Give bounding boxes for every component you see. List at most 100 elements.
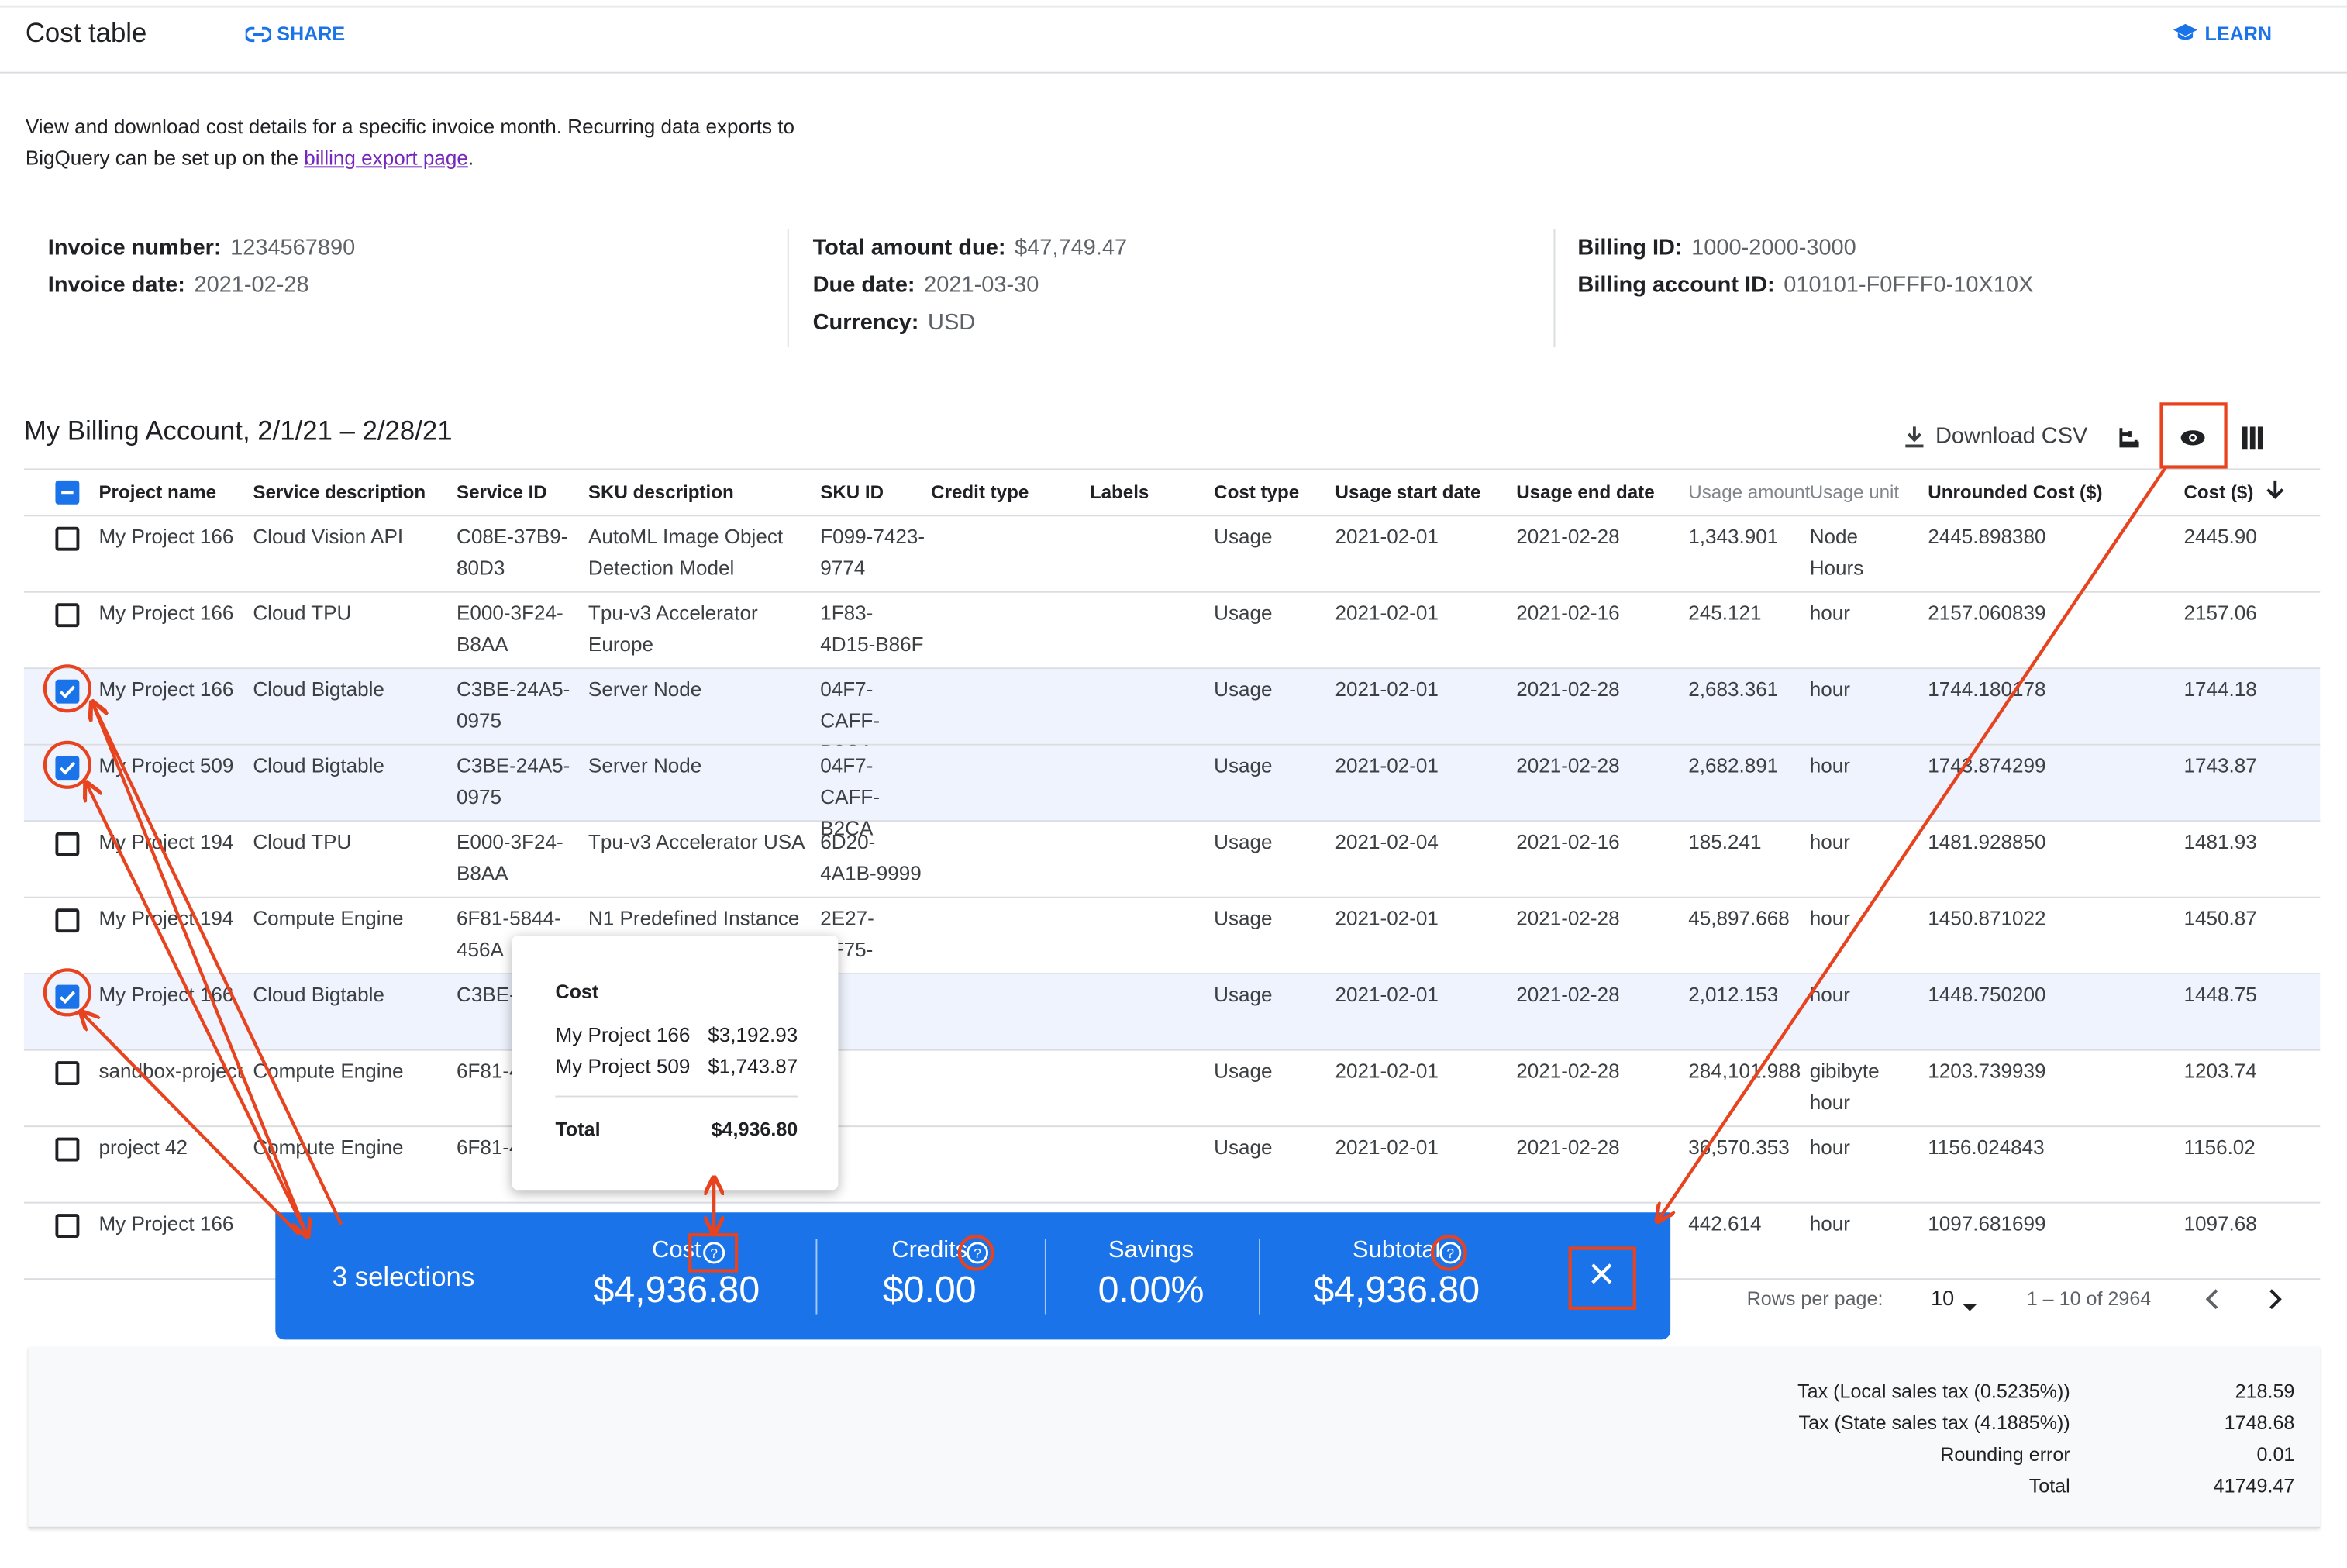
table-cell: Cloud TPU (253, 601, 352, 625)
checkbox[interactable] (55, 480, 80, 505)
learn-button[interactable]: LEARN (2204, 22, 2273, 45)
table-cell: 1744.18 (2183, 677, 2257, 701)
table-cell: hour (1809, 1212, 1850, 1235)
table-row[interactable] (23, 1127, 2321, 1204)
page-title: Cost table (25, 18, 147, 48)
table-row[interactable] (23, 898, 2321, 975)
share-button[interactable]: SHARE (277, 22, 346, 45)
column-header[interactable]: Cost type (1214, 481, 1300, 503)
table-cell: 1097.681699 (1928, 1212, 2046, 1235)
table-row[interactable] (23, 745, 2321, 822)
checkbox[interactable] (55, 756, 80, 781)
highlight (688, 1233, 739, 1273)
invoice-value: USD (928, 309, 976, 336)
table-row[interactable] (23, 593, 2321, 670)
table-cell: hour (1809, 1136, 1850, 1159)
table-row[interactable] (23, 1051, 2321, 1128)
arrow (1659, 466, 2168, 1220)
highlight (1430, 1234, 1467, 1271)
checkbox[interactable] (55, 603, 80, 628)
table-cell: F099-7423-9774 (820, 525, 925, 580)
checkbox[interactable] (55, 1214, 80, 1239)
table-cell: 2021-02-01 (1335, 754, 1439, 777)
popup-item-name: My Project 166 (555, 1023, 691, 1046)
prev-page[interactable] (2204, 1287, 2221, 1319)
rows-per-page[interactable]: 10 (1931, 1285, 1955, 1310)
eye-icon[interactable] (2180, 428, 2207, 447)
invoice-label: Total amount due: (812, 235, 1006, 261)
checkbox[interactable] (55, 526, 80, 551)
checkbox[interactable] (55, 984, 80, 1009)
popup-divider (555, 1095, 798, 1098)
svg-text:?: ? (710, 1246, 718, 1261)
table-row[interactable] (23, 669, 2321, 746)
column-header[interactable]: Unrounded Cost ($) (1928, 481, 2103, 503)
column-header[interactable]: Labels (1089, 481, 1149, 503)
table-cell: Usage (1214, 907, 1273, 930)
column-header[interactable]: SKU ID (820, 481, 884, 503)
column-header[interactable]: Usage amount (1688, 481, 1811, 503)
close-button[interactable] (1590, 1262, 1614, 1294)
table-cell: 1F83-4D15-B86F (820, 601, 924, 656)
next-page[interactable] (2266, 1287, 2284, 1319)
help-icon[interactable]: ? (966, 1241, 990, 1273)
table-cell: 2021-02-16 (1516, 601, 1620, 625)
checkbox[interactable] (55, 832, 80, 856)
metric-value: $4,936.80 (593, 1269, 760, 1311)
checkbox[interactable] (55, 679, 80, 704)
table-cell: Tpu-v3 Accelerator Europe (588, 601, 758, 656)
metric-value: $0.00 (882, 1269, 977, 1311)
highlight (43, 664, 91, 713)
summary-value: 0.01 (2256, 1442, 2295, 1466)
popup-item-name: My Project 509 (555, 1055, 691, 1078)
divider (787, 229, 789, 348)
column-header[interactable]: Service description (253, 481, 426, 503)
table-cell: 245.121 (1688, 601, 1762, 625)
download-icon (1905, 426, 1924, 448)
checkbox[interactable] (55, 1061, 80, 1086)
table-cell: Usage (1214, 754, 1273, 777)
column-header[interactable]: Credit type (931, 481, 1029, 503)
table-cell: 1156.024843 (1928, 1136, 2045, 1159)
column-header[interactable]: Cost ($) (2183, 481, 2254, 503)
table-row[interactable] (23, 516, 2321, 593)
invoice-value: $47,749.47 (1015, 235, 1128, 261)
sort-arrow[interactable] (2265, 477, 2286, 509)
invoice-field: Total amount due: $47,749.47 (813, 235, 1127, 260)
checkbox[interactable] (55, 1137, 80, 1162)
table-cell: hour (1809, 907, 1850, 930)
column-header[interactable]: Project name (98, 481, 217, 503)
table-row[interactable] (23, 822, 2321, 898)
arrow (93, 704, 343, 1225)
column-header[interactable]: Usage start date (1335, 481, 1481, 503)
column-header[interactable]: Usage end date (1516, 481, 1655, 503)
table-row[interactable] (23, 974, 2321, 1051)
divider (1553, 229, 1556, 348)
help-icon[interactable]: ? (702, 1241, 726, 1273)
table-cell: AutoML Image Object Detection Model (588, 525, 784, 580)
group-icon[interactable] (2118, 426, 2142, 450)
invoice-label: Billing ID: (1577, 235, 1683, 261)
column-header[interactable]: SKU description (588, 481, 734, 503)
invoice-field: Billing ID: 1000-2000-3000 (1577, 235, 1856, 260)
help-icon[interactable]: ? (1439, 1241, 1463, 1273)
summary-box: Tax (Local sales tax (0.5235%)) 218.59 Tax… (28, 1347, 2321, 1528)
summary-label: Total (2028, 1474, 2070, 1497)
checkbox[interactable] (55, 908, 80, 933)
billing-export-link[interactable]: billing export page (304, 146, 468, 170)
table-cell: 1,343.901 (1688, 525, 1779, 548)
table-cell: Server Node (588, 677, 702, 701)
table-cell: 2157.06 (2183, 601, 2257, 625)
popup-item-value: $1,743.87 (708, 1055, 798, 1078)
download-csv[interactable]: Download CSV (1935, 423, 2088, 450)
selection-bar: 3 selections Cost $4,936.80? Credits $0.00? S… (275, 1212, 1671, 1340)
dropdown-arrow[interactable] (1961, 1293, 1979, 1320)
column-header[interactable]: Service ID (456, 481, 547, 503)
popup-item-value: $3,192.93 (708, 1023, 798, 1046)
invoice-value: 2021-02-28 (194, 272, 309, 298)
metric-label: Savings (1108, 1238, 1194, 1263)
column-header[interactable]: Usage unit (1809, 481, 1900, 503)
table-cell: hour (1809, 677, 1850, 701)
summary-label: Rounding error (1940, 1442, 2070, 1466)
columns-icon[interactable] (2242, 426, 2263, 450)
